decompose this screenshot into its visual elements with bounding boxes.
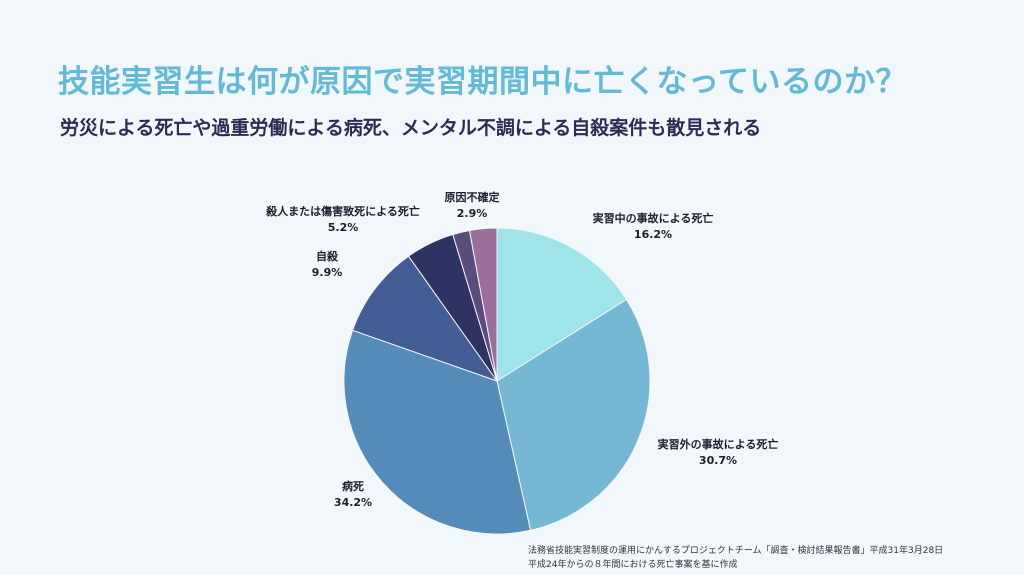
slice-suicide: [352, 255, 499, 382]
slice-label-undetermined: 原因不確定 2.9%: [445, 190, 500, 222]
slice-percent: 16.2%: [633, 228, 673, 241]
slice-label-work-accident: 実習中の事故による死亡 16.2%: [593, 211, 714, 243]
slice-label-homicide: 殺人または傷害致死による死亡 5.2%: [266, 204, 420, 236]
slice-label-text: 実習中の事故による死亡: [592, 212, 714, 225]
slice-percent: 5.2%: [327, 221, 359, 234]
slice-percent: 2.9%: [456, 207, 488, 220]
slice-label-text: 病死: [341, 480, 364, 493]
slice-label-illness: 病死 34.2%: [334, 479, 372, 511]
source-line-1: 法務省技能実習制度の運用にかんするプロジェクトチーム「調査・検討結果報告書」平成…: [528, 546, 944, 556]
slice-illness: [343, 329, 532, 535]
slice-nonwork-accident: [496, 298, 651, 531]
slice-percent: 9.9%: [311, 266, 343, 279]
source-note: 法務省技能実習制度の運用にかんするプロジェクトチーム「調査・検討結果報告書」平成…: [528, 544, 943, 572]
slice-percent: 30.7%: [698, 454, 738, 467]
slice-label-text: 殺人または傷害致死による死亡: [266, 205, 420, 218]
slice-label-text: 実習外の事故による死亡: [657, 438, 779, 451]
chart-title: 技能実習生は何が原因で実習期間中に亡くなっているのか？: [58, 64, 907, 100]
slice-work-accident: [496, 227, 628, 382]
slice-label-text: 原因不確定: [444, 191, 500, 204]
chart-subtitle: 労災による死亡や過重労働による病死、メンタル不調による自殺案件も散見される: [60, 117, 762, 139]
slice-percent: 34.2%: [333, 496, 373, 509]
slice-label-suicide: 自殺 9.9%: [312, 249, 343, 281]
slice-label-text: 自殺: [315, 250, 338, 263]
source-line-2: 平成24年からの８年間における死亡事案を基に作成: [528, 560, 738, 570]
slice-label-nonwork-accident: 実習外の事故による死亡 30.7%: [658, 437, 779, 469]
slice-undetermined: [468, 227, 498, 382]
